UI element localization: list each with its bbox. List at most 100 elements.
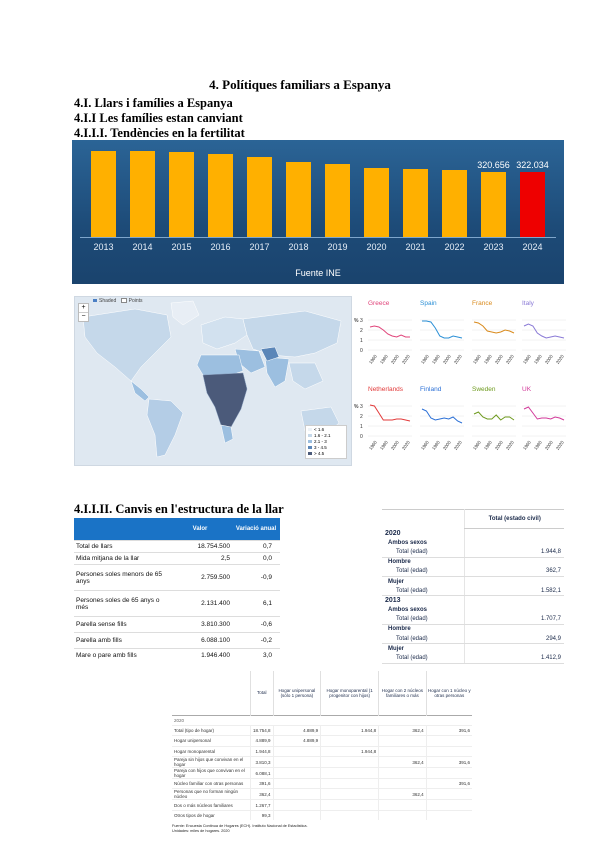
series-line-netherlands [369,404,411,422]
row-value: 362,7 [464,566,564,577]
row-label: Total (edad) [382,566,465,577]
map-asia [242,310,342,358]
row-value: 1.582,1 [464,586,564,597]
table-cell: -0,2 [232,632,280,649]
table-cell: Otros tipos de hogar [172,809,251,821]
bar-2018 [285,161,312,237]
x-tick-label: 2000 [442,353,452,365]
table3-header-row: Total Hogar unipersonal (sólo 1 persona)… [172,671,472,715]
table-row: Persones soles menors de 65 anys 2.759.50… [74,564,280,591]
panel-chart [472,319,516,351]
y-tick-label: 2 [360,328,363,334]
x-tick-label: 2020 [366,242,387,252]
legend-item: < 1.6 [308,427,344,433]
x-tick-label: 1980 [379,353,389,365]
panel-title: Netherlands [368,386,404,393]
series-line-uk [523,406,565,421]
bar-2019 [324,164,351,237]
table-cell: 362,4 [378,756,427,768]
x-tick-label: 1980 [431,439,441,451]
x-tick-label: 2020 [555,439,565,451]
table-cell [320,788,379,800]
single-parent-table: Total (estado civil) 2020 Ambos sexos Tota… [382,509,564,664]
legend-shaded[interactable]: Shaded [99,298,117,304]
row-value: 294,9 [464,634,564,645]
table-cell: Núcleo familiar con otras personas [172,778,251,789]
t3-col-unipersonal: Hogar unipersonal (sólo 1 persona) [272,671,321,715]
bar-2023 [480,172,507,237]
x-tick-label: 2020 [505,353,515,365]
row-value [464,605,564,615]
table-cell: -0,6 [232,616,280,633]
zoom-in-button[interactable]: + [81,304,86,311]
legend-item: > 4.5 [308,451,344,457]
row-label: 2013 [385,597,401,605]
map-south-america [146,398,184,458]
x-tick-label: 1960 [420,353,430,365]
map-southeast-asia [288,362,324,390]
x-tick-label: 1980 [483,439,493,451]
panel-title: Italy [522,300,534,307]
table-row: 2013 [382,595,564,606]
row-value [464,576,564,587]
table-cell [425,767,472,779]
fertility-world-map[interactable]: Shaded Points + − < 1.6 1.6 - 2.1 2.1 - … [74,296,352,466]
panel-uk: UK 1960 1980 2000 2020 [516,386,566,466]
page-title: 4. Polítiques familiars a Espanya [209,77,391,92]
table-cell [272,809,321,821]
x-tick-label: 2020 [555,353,565,365]
panel-title: France [472,300,493,307]
table-cell: 1.946.400 [168,648,232,663]
table-cell [272,788,321,800]
zoom-controls: + − [78,303,89,322]
x-tick-label: 2016 [210,242,231,252]
x-tick-label: 2019 [327,242,348,252]
table-cell: Total de llars [74,540,168,553]
map-svg [82,300,342,458]
table-cell: 2,5 [168,552,232,565]
map-layer-toggle[interactable]: Shaded Points [93,298,143,304]
x-tick-label: 1980 [379,439,389,451]
zoom-out-button[interactable]: − [79,312,88,321]
bar-2016 [207,153,234,237]
table-cell: 99,3 [250,809,274,821]
x-tick-label: 1980 [533,439,543,451]
table-row: Dos o más núcleos familiares 1.267,7 [172,799,472,811]
table-cell: 6.088.100 [168,632,232,649]
row-label: Total (edad) [382,614,465,625]
x-tick-label: 2000 [494,353,504,365]
x-tick-label: 2020 [505,439,515,451]
x-tick-label: 2022 [444,242,465,252]
table-cell: 391,6 [425,724,472,736]
table-cell: 3,0 [232,648,280,663]
row-label: Mujer [388,578,405,585]
bar-2022 [441,170,468,237]
map-central-america [130,380,150,402]
table-row: Ambos sexos [382,538,564,548]
map-sub-saharan-africa [202,372,248,428]
table-cell: 1.267,7 [250,799,274,811]
table-cell: -0,9 [232,564,280,591]
row-label: Total (edad) [382,586,465,597]
table-row: Parella amb fills 6.088.100 -0,2 [74,632,280,649]
x-tick-label: 1960 [472,439,482,451]
map-europe [200,316,248,350]
x-tick-label: 2000 [494,439,504,451]
table-row: Pareja con hijos que convivan en el hoga… [172,767,472,779]
y-tick-label: 1 [360,424,363,430]
table-cell [320,778,379,789]
table-cell [425,735,472,747]
table-cell [272,745,321,757]
table-cell: 4.889,9 [272,724,321,736]
table-cell: Total (tipo de hogar) [172,724,251,736]
panel-title: Greece [368,300,390,307]
table-cell [272,756,321,768]
row-label: Mujer [388,645,405,652]
y-tick-label: 3 [360,318,363,324]
table-row: Núcleo familiar con otras personas 391,6 3… [172,778,472,789]
legend-points[interactable]: Points [128,298,143,304]
table-row: 2020 [382,528,564,539]
row-label: Ambos sexos [388,607,428,614]
table-cell [378,809,427,821]
y-tick-label: 0 [360,348,363,354]
